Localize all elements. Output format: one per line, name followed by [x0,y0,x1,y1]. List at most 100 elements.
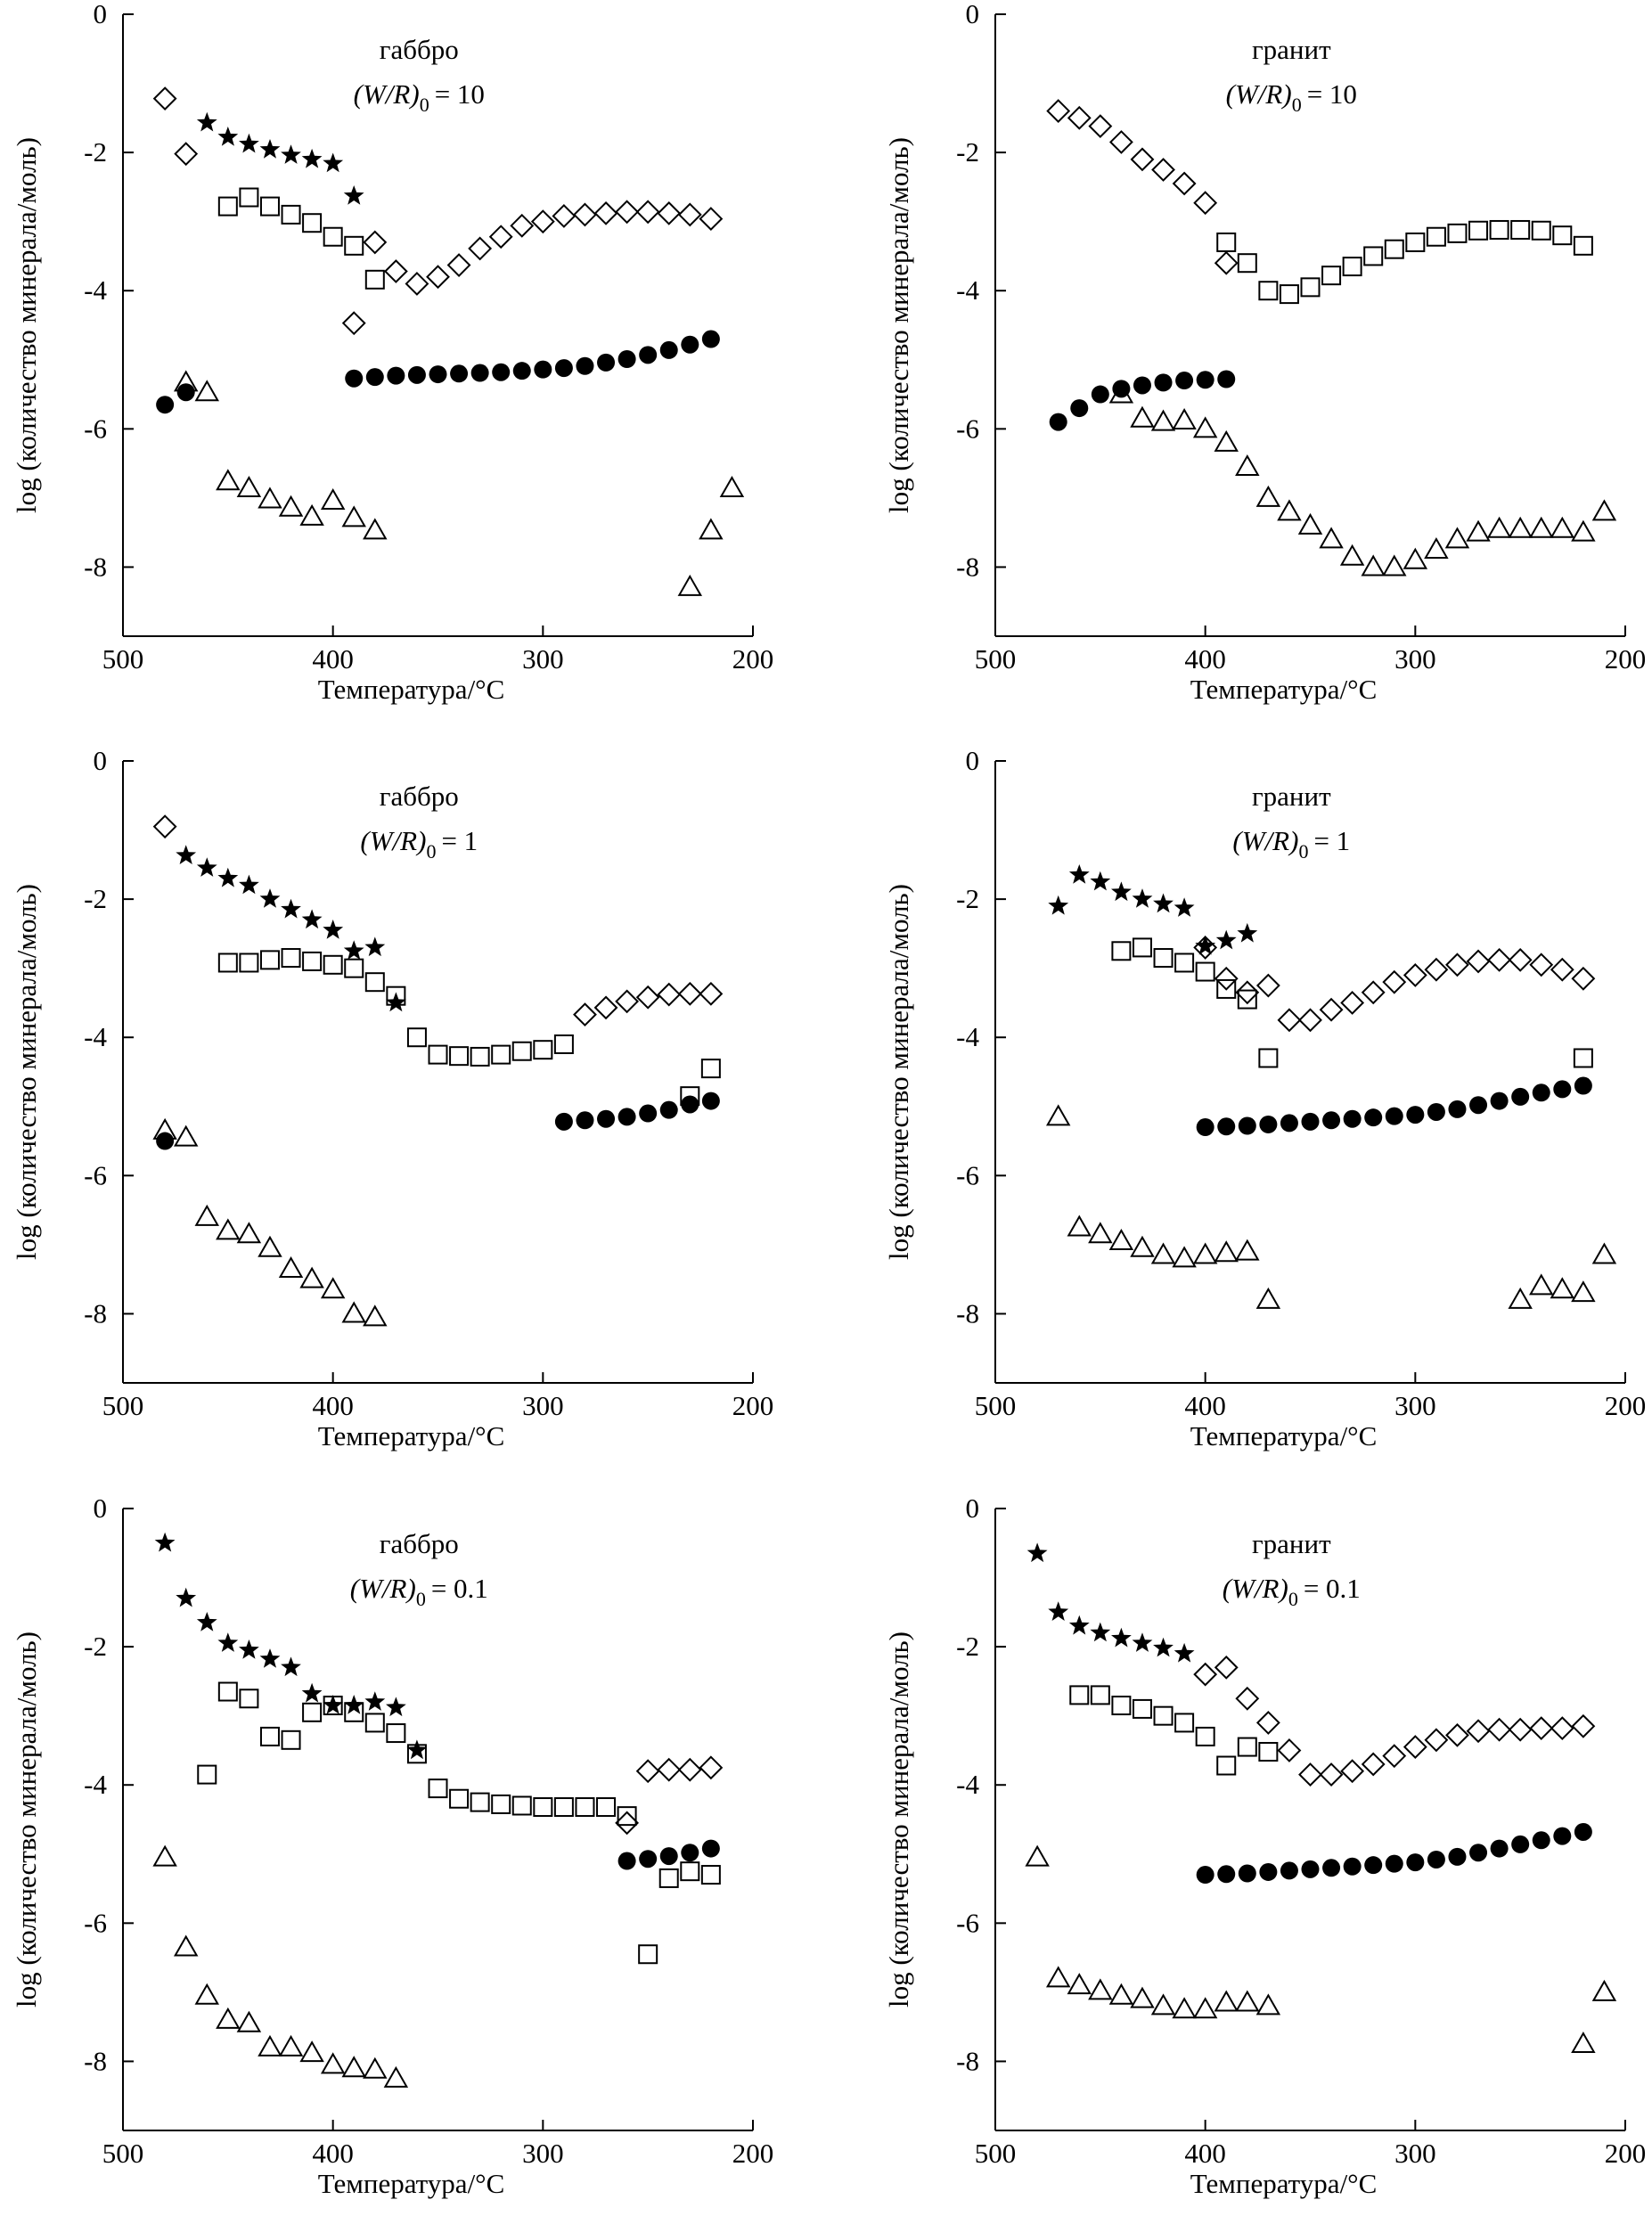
triangle-marker [1108,381,1134,404]
square-marker [239,187,259,208]
star-marker [323,1695,344,1714]
annotation-rock: габбро [380,781,459,812]
x-tick-label: 400 [1184,2138,1226,2169]
triangle-marker [1444,527,1470,549]
y-tick-label: -2 [956,883,979,914]
star-marker [301,1682,323,1703]
triangle-marker [278,495,304,517]
square-marker [533,1797,553,1818]
diamond-marker [1571,966,1596,991]
circle-marker [701,1839,720,1858]
square-marker [575,1797,595,1818]
star-marker [281,144,301,164]
square-marker [553,1797,574,1818]
y-tick-label: -4 [84,1769,107,1800]
triangle-marker [1297,512,1323,535]
square-marker [239,953,259,973]
ratio-value: = 1 [441,825,478,856]
square-marker [1573,1048,1593,1068]
square-marker [700,1865,721,1885]
y-axis-label: log (количество минерала/моль) [883,1631,914,2007]
triangle-marker [341,505,366,527]
square-marker [1384,239,1404,259]
circle-marker [701,1092,720,1110]
circle-marker [156,396,175,414]
circle-marker [597,1109,616,1128]
series [156,1092,720,1150]
circle-marker [681,1095,699,1114]
diamond-marker [468,236,493,261]
star-marker [259,1648,281,1668]
x-axis-label: Температура/°C [318,2168,505,2199]
panel: 0 -2 -4 -6 -8 500 400 300 200 Температура/°C log (… [883,745,1646,1451]
triangle-marker [236,476,262,498]
diamond-marker [699,981,724,1006]
star-marker [217,1632,239,1652]
square-marker [259,196,280,217]
circle-marker [1280,1861,1298,1880]
star-marker [301,909,323,929]
triangle-marker [363,518,388,540]
triangle-marker [236,2010,262,2032]
diamond-marker [677,981,702,1006]
x-tick-label: 200 [732,643,774,675]
star-marker [176,845,197,864]
diamond-marker [1193,1662,1218,1687]
annotation-rock: гранит [1252,781,1331,812]
series [197,1681,721,1965]
y-tick-label: -6 [956,413,979,444]
star-marker [1048,1601,1069,1621]
diamond-marker [635,985,660,1010]
triangle-marker [1108,1228,1134,1251]
triangle-marker [194,1983,219,2005]
diamond-marker [1088,114,1113,139]
circle-marker [1070,399,1089,418]
circle-marker [1301,1112,1320,1131]
series [154,1532,428,1760]
square-marker [259,950,280,970]
diamond-marker [1214,966,1239,991]
square-marker [323,226,343,247]
square-marker [1111,1696,1132,1716]
x-axis-label: Температура/°C [318,674,505,705]
triangle-marker [1361,554,1386,576]
ratio: (W/R) [1226,78,1292,110]
triangle-marker [1508,1287,1533,1309]
triangle-marker [1403,547,1428,569]
x-tick-label: 500 [102,1390,144,1421]
triangle-marker [1466,519,1491,542]
x-axis-label: Температура/°C [318,1420,505,1451]
triangle-marker [194,380,219,402]
circle-marker [1112,380,1131,398]
square-marker [470,1046,490,1067]
triangle-marker [1277,499,1302,521]
triangle-marker [1550,1277,1575,1299]
square-marker [217,1681,238,1702]
circle-marker [1532,1831,1550,1850]
y-tick-label: 0 [94,0,108,29]
diamond-marker [1466,1719,1491,1744]
y-tick-label: -6 [84,1907,107,1938]
triangle-marker [1235,1239,1260,1261]
diamond-marker [657,1757,682,1782]
square-marker [281,948,301,969]
diamond-marker [615,200,640,225]
square-marker [1573,235,1593,256]
circle-marker [407,365,426,384]
circle-marker [1196,1866,1214,1885]
square-marker [364,972,385,993]
square-marker [344,1702,364,1722]
diamond-marker [677,202,702,227]
y-tick-label: -2 [84,1631,107,1662]
circle-marker [1133,376,1151,395]
triangle-marker [1571,1280,1596,1303]
triangle-marker [383,2065,409,2088]
triangle-marker [719,476,745,498]
square-marker [302,213,323,233]
star-marker [386,992,406,1012]
annotation-rock: габбро [380,34,459,65]
diamond-marker [1214,1655,1239,1680]
diamond-marker [1235,1686,1260,1711]
circle-marker [1259,1115,1278,1133]
square-marker [217,196,238,217]
